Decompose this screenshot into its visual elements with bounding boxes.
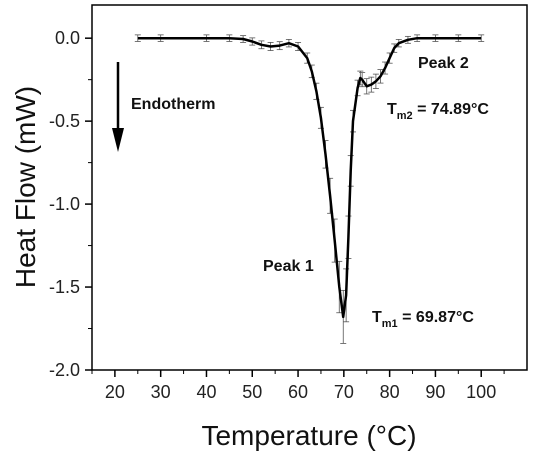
x-tick-label: 100 <box>466 382 496 402</box>
tm1-symbol: T <box>372 309 382 326</box>
y-axis-tick-labels: 0.0 -0.5 -1.0 -1.5 -2.0 <box>49 28 80 380</box>
x-tick-label: 90 <box>425 382 445 402</box>
tm2-annotation: Tm2 = 74.89°C <box>387 101 489 122</box>
tm1-subscript: m1 <box>382 318 398 330</box>
x-tick-label: 30 <box>151 382 171 402</box>
x-tick-label: 20 <box>105 382 125 402</box>
y-tick-label: -2.0 <box>49 360 80 380</box>
error-bars <box>134 34 485 344</box>
x-axis-tick-labels: 20 30 40 50 60 70 80 90 100 <box>105 382 496 402</box>
x-axis-ticks <box>91 370 505 377</box>
y-tick-label: -1.0 <box>49 194 80 214</box>
peak-1-label: Peak 1 <box>263 258 314 275</box>
x-axis-title: Temperature (°C) <box>201 420 416 451</box>
x-tick-label: 70 <box>334 382 354 402</box>
tm2-subscript: m2 <box>397 110 413 122</box>
x-tick-label: 60 <box>288 382 308 402</box>
peak-2-label: Peak 2 <box>418 55 469 72</box>
tm1-annotation: Tm1 = 69.87°C <box>372 309 474 330</box>
y-axis-ticks <box>85 37 92 371</box>
endotherm-arrow <box>112 62 124 152</box>
y-tick-label: -0.5 <box>49 111 80 131</box>
x-tick-label: 80 <box>380 382 400 402</box>
tm2-value: = 74.89°C <box>413 101 490 118</box>
endotherm-label: Endotherm <box>131 96 215 113</box>
series-line <box>137 36 482 319</box>
tm2-symbol: T <box>387 101 397 118</box>
x-tick-label: 40 <box>196 382 216 402</box>
plot-frame <box>91 4 528 371</box>
y-axis-title: Heat Flow (mW) <box>10 86 41 288</box>
y-tick-label: 0.0 <box>55 28 80 48</box>
x-tick-label: 50 <box>242 382 262 402</box>
y-tick-label: -1.5 <box>49 277 80 297</box>
tm1-value: = 69.87°C <box>398 309 475 326</box>
